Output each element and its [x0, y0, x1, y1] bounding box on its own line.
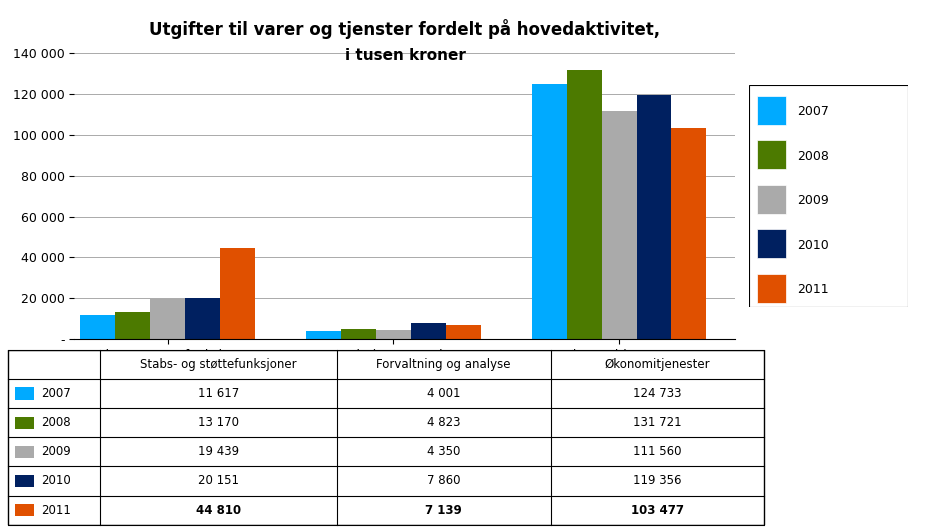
Text: 20 151: 20 151 [198, 474, 239, 488]
Text: 119 356: 119 356 [633, 474, 681, 488]
Text: 2009: 2009 [797, 194, 829, 207]
Bar [341, 329, 376, 339]
Text: 2010: 2010 [41, 474, 71, 488]
Bar [376, 330, 411, 339]
Bar [15, 446, 34, 458]
Text: 7 139: 7 139 [425, 504, 462, 517]
Text: Forvaltning og analyse: Forvaltning og analyse [376, 358, 511, 371]
Bar [15, 475, 34, 487]
Text: 4 350: 4 350 [427, 445, 460, 458]
Bar [758, 229, 786, 259]
Bar [758, 274, 786, 303]
Text: 131 721: 131 721 [633, 416, 681, 429]
Text: 124 733: 124 733 [633, 387, 681, 400]
Text: 13 170: 13 170 [198, 416, 239, 429]
Bar [15, 417, 34, 429]
Text: 2009: 2009 [41, 445, 71, 458]
Bar [15, 387, 34, 400]
Text: 111 560: 111 560 [633, 445, 681, 458]
Bar [220, 248, 255, 339]
Text: 2007: 2007 [41, 387, 71, 400]
Text: i tusen kroner: i tusen kroner [344, 48, 466, 63]
Text: 2011: 2011 [797, 283, 829, 296]
Bar [150, 299, 185, 339]
Text: 7 860: 7 860 [427, 474, 460, 488]
Text: 11 617: 11 617 [197, 387, 239, 400]
Text: 2010: 2010 [797, 238, 829, 252]
Text: 4 001: 4 001 [427, 387, 460, 400]
Bar [567, 70, 601, 339]
Text: 2008: 2008 [41, 416, 71, 429]
Bar [15, 504, 34, 516]
Text: 19 439: 19 439 [198, 445, 239, 458]
Bar [185, 298, 220, 339]
Bar [671, 128, 707, 339]
Bar [306, 331, 341, 339]
Text: 2011: 2011 [41, 504, 71, 517]
Bar [601, 111, 637, 339]
Text: Utgifter til varer og tjenster fordelt på hovedaktivitet,: Utgifter til varer og tjenster fordelt p… [149, 19, 661, 39]
Bar [115, 312, 150, 339]
Bar [758, 96, 786, 125]
Text: 2008: 2008 [797, 149, 829, 163]
Bar [637, 95, 671, 339]
Text: Stabs- og støttefunksjoner: Stabs- og støttefunksjoner [140, 358, 297, 371]
Text: 4 823: 4 823 [427, 416, 460, 429]
Bar [80, 315, 115, 339]
Bar [758, 140, 786, 170]
Bar [758, 185, 786, 214]
Bar [446, 324, 480, 339]
Bar [411, 323, 446, 339]
Text: 2007: 2007 [797, 105, 829, 118]
Text: Økonomitjenester: Økonomitjenester [604, 358, 710, 371]
Text: 44 810: 44 810 [196, 504, 241, 517]
Bar [532, 84, 567, 339]
Text: 103 477: 103 477 [631, 504, 684, 517]
